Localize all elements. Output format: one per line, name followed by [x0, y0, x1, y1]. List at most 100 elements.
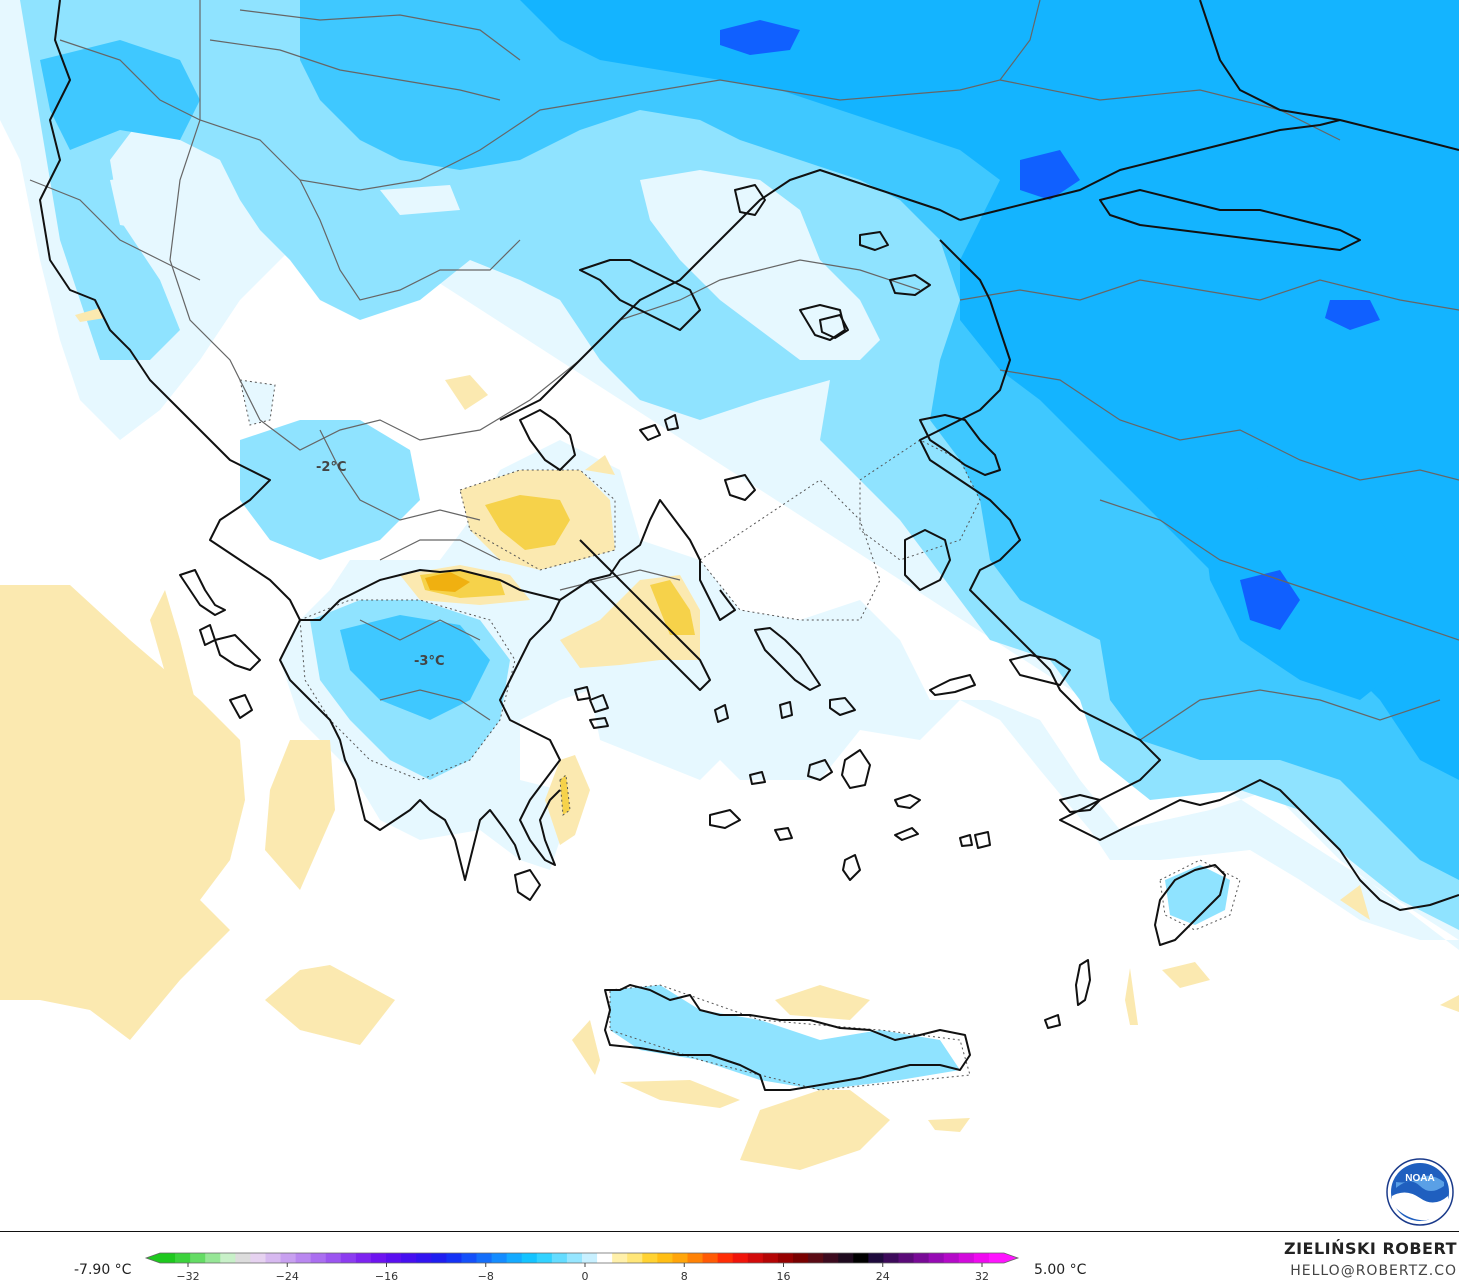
- legend-min-label: -7.90 °C: [74, 1262, 132, 1278]
- color-scale-cell: [732, 1253, 749, 1263]
- color-scale-cell: [371, 1253, 387, 1263]
- color-scale-tick-label: 16: [777, 1270, 791, 1283]
- country-borders: [29, 0, 1459, 741]
- coast-north-aegean: [499, 169, 961, 421]
- coast-paros: [807, 759, 833, 781]
- color-scale-tick-label: 8: [681, 1270, 688, 1283]
- warm-region-crete-sw: [620, 1080, 740, 1108]
- color-scale-tick-label: −32: [176, 1270, 199, 1283]
- coast-marmara: [1099, 189, 1361, 251]
- temperature-map: [0, 0, 1459, 1170]
- coast-santorini: [842, 854, 861, 881]
- color-scale-cell: [551, 1253, 568, 1263]
- color-scale-cell: [295, 1253, 312, 1263]
- warm-region-south: [265, 965, 395, 1045]
- color-scale-cells: [144, 1252, 1020, 1264]
- noaa-logo-icon: NOAA: [1386, 1158, 1454, 1226]
- color-scale-cell: [612, 1253, 628, 1263]
- color-scale-cell: [506, 1253, 523, 1263]
- pale-spot-2: [240, 380, 275, 425]
- color-scale-cell: [838, 1253, 854, 1263]
- coastlines: [39, 0, 1459, 1091]
- coast-tinos: [829, 697, 856, 716]
- author-credit: ZIELIŃSKI ROBERT: [1283, 1239, 1457, 1258]
- warm-region-ionian: [0, 585, 245, 1040]
- color-scale-cell: [958, 1253, 975, 1263]
- color-scale-cell: [853, 1253, 869, 1263]
- coast-salamis: [574, 686, 591, 701]
- color-scale-cell: [461, 1253, 477, 1263]
- noaa-logo-text: NOAA: [1405, 1173, 1434, 1184]
- author-email: HELLO@ROBERTZ.CO: [1290, 1263, 1457, 1279]
- pale-spot-4: [640, 170, 880, 360]
- contour-lines: [239, 379, 1241, 1091]
- color-scale-cell: [582, 1253, 598, 1263]
- color-scale-cell: [190, 1253, 206, 1263]
- color-scale-cell: [642, 1253, 658, 1263]
- warm-region-crete-e: [928, 1118, 970, 1132]
- color-scale-cell: [566, 1253, 583, 1263]
- coast-skiathos: [639, 424, 661, 441]
- coast-amorgos: [894, 827, 919, 841]
- coast-sifnos: [774, 827, 793, 841]
- coast-mainland-west: [39, 0, 561, 866]
- coast-aegina: [589, 694, 609, 713]
- color-scale-bar: −32 −24 −16 −8 0 8 16 24 32: [144, 1252, 1020, 1283]
- cold-region-mid-peloponnese: [340, 615, 490, 720]
- color-scale-cell: [355, 1253, 372, 1263]
- color-scale-cell: [521, 1253, 538, 1263]
- color-scale-cell: [808, 1253, 824, 1263]
- cold-region-light-rhodes: [1165, 865, 1230, 925]
- coast-chalkidiki: [579, 259, 701, 331]
- color-scale-tick-label: −24: [276, 1270, 299, 1283]
- coast-kea: [714, 704, 729, 723]
- coast-kalymnos: [959, 834, 973, 847]
- coast-lefkada: [199, 624, 216, 646]
- coast-kos: [1059, 794, 1101, 813]
- warm-region-rhodes-n: [1162, 962, 1210, 988]
- color-scale-cell: [597, 1253, 613, 1263]
- color-scale-cell: [340, 1253, 357, 1263]
- cold-region-light-crete: [610, 985, 960, 1090]
- coast-turkey-west: [919, 239, 1459, 911]
- coast-rhodes: [1154, 864, 1226, 946]
- color-scale-cell: [883, 1253, 899, 1263]
- warm-region-amber: [425, 572, 470, 592]
- color-scale-cell: [973, 1253, 990, 1263]
- warm-region-east: [1340, 885, 1370, 920]
- color-scale-cell: [687, 1253, 704, 1263]
- color-scale-max-arrow: [1004, 1253, 1018, 1263]
- legend-max-label: 5.00 °C: [1034, 1262, 1087, 1278]
- coast-hydra: [589, 717, 609, 729]
- color-scale-cell: [310, 1253, 327, 1263]
- color-scale-tick-label: 32: [975, 1270, 989, 1283]
- color-scale-border: [144, 1252, 1020, 1264]
- color-scale-cell: [250, 1253, 266, 1263]
- coast-astypalea: [894, 794, 921, 809]
- color-scale-cell: [446, 1253, 462, 1263]
- color-scale-cell: [928, 1253, 945, 1263]
- color-scale-cell: [325, 1253, 342, 1263]
- cold-region-mid-west: [40, 40, 200, 150]
- coast-gulf-thessaloniki: [519, 409, 576, 471]
- color-scale-cell: [205, 1253, 221, 1263]
- coast-leros: [974, 831, 991, 849]
- contour-label-peloponnese: -3°C: [414, 654, 445, 669]
- coast-samothraki: [859, 231, 889, 251]
- coast-syros: [779, 701, 793, 719]
- warm-region-yellow-1: [485, 495, 570, 550]
- color-scale-cell: [793, 1253, 809, 1263]
- color-scale-cell: [943, 1253, 960, 1263]
- color-scale-cell: [536, 1253, 553, 1263]
- coast-attica: [559, 499, 736, 621]
- coast-imbros: [889, 274, 931, 296]
- color-scale-cell: [898, 1253, 915, 1263]
- warm-region-karpathos: [1125, 968, 1138, 1025]
- coast-karpathos: [1075, 959, 1091, 1006]
- coast-serifos: [749, 771, 766, 785]
- warm-region-yellow-2: [650, 580, 695, 635]
- color-scale-cell: [717, 1253, 734, 1263]
- color-scale-min-arrow: [146, 1253, 160, 1263]
- color-scale-cell: [913, 1253, 930, 1263]
- coast-thasos-2: [819, 314, 849, 339]
